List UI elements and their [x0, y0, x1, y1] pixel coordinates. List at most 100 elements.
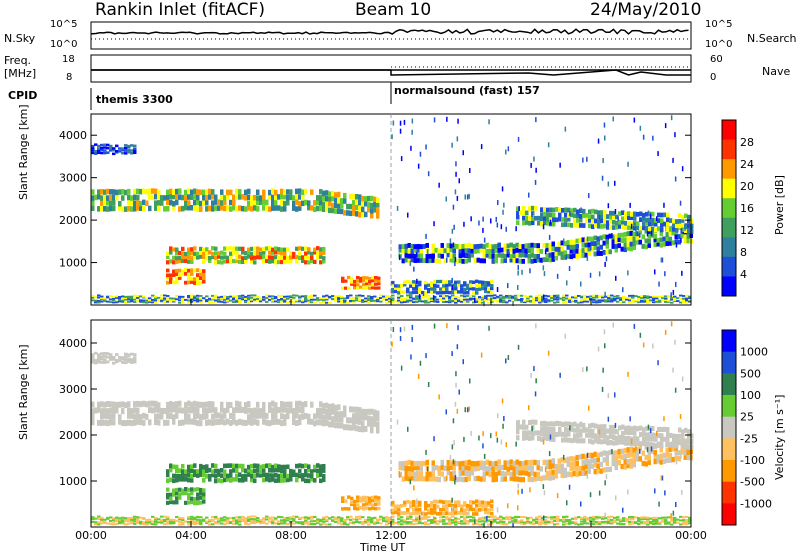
power-cell — [511, 298, 515, 301]
velocity-cell — [331, 403, 335, 410]
velocity-cell — [430, 507, 434, 512]
power-cell — [615, 275, 617, 281]
velocity-cell — [569, 472, 573, 478]
power-cell — [629, 241, 633, 247]
velocity-cell — [598, 429, 601, 435]
velocity-cell — [325, 413, 329, 420]
velocity-cell — [97, 523, 101, 526]
power-cell — [672, 222, 676, 228]
velocity-cell — [481, 500, 485, 505]
velocity-cell — [487, 503, 491, 508]
velocity-cell — [485, 459, 489, 465]
power-cell — [343, 198, 347, 204]
power-cell — [575, 248, 579, 254]
power-cell — [193, 254, 197, 259]
power-cell — [399, 120, 402, 126]
time-xlabel: Time UT — [360, 541, 406, 554]
power-cell — [413, 258, 417, 263]
power-cell — [211, 189, 215, 195]
velocity-cell — [651, 432, 655, 438]
power-cell — [578, 248, 582, 254]
velocity-cell — [268, 517, 272, 520]
power-cell — [566, 253, 570, 259]
velocity-cell — [655, 518, 659, 521]
power-cell — [454, 257, 457, 263]
power-cell — [621, 216, 625, 222]
power-cell — [431, 253, 435, 259]
velocity-cell — [569, 456, 573, 462]
power-cell — [124, 146, 128, 150]
velocity-cell — [490, 499, 494, 504]
power-cell — [340, 301, 344, 304]
power-cell — [463, 300, 467, 303]
velocity-cell — [482, 461, 486, 467]
power-cell — [632, 231, 636, 237]
velocity-cell — [355, 520, 359, 523]
power-cell — [491, 244, 495, 250]
velocity-cell — [682, 523, 686, 526]
velocity-cell — [220, 401, 224, 408]
power-cell — [250, 246, 254, 251]
power-cell — [274, 297, 278, 300]
power-cell — [343, 192, 347, 199]
velocity-cell — [636, 426, 640, 432]
power-cell — [493, 299, 497, 301]
power-cell — [610, 294, 614, 297]
power-cell — [496, 222, 499, 228]
power-cell — [229, 251, 233, 256]
power-cell — [271, 259, 275, 264]
velocity-cell — [340, 523, 344, 526]
velocity-cell — [295, 400, 299, 407]
power-cell — [295, 206, 299, 212]
power-cell — [130, 298, 134, 301]
velocity-cell — [617, 448, 621, 455]
power-cell — [337, 295, 341, 298]
power-cell — [546, 221, 550, 226]
velocity-cell — [367, 516, 371, 519]
velocity-cell — [614, 455, 618, 461]
power-cell — [656, 237, 660, 243]
velocity-cell — [196, 518, 200, 521]
velocity-cell — [368, 500, 372, 504]
velocity-cell — [436, 520, 440, 523]
velocity-cell — [193, 400, 197, 407]
power-cell — [214, 300, 218, 303]
velocity-cell — [536, 475, 540, 481]
velocity-cell — [397, 504, 401, 509]
velocity-cell — [364, 408, 368, 415]
velocity-cell — [639, 425, 643, 431]
velocity-cell — [406, 522, 410, 525]
velocity-cell — [253, 407, 257, 414]
power-cell — [226, 297, 230, 300]
velocity-cell — [341, 507, 345, 511]
velocity-cell — [661, 520, 665, 523]
velocity-cell — [549, 426, 553, 432]
power-cell — [325, 298, 329, 301]
power-cell — [175, 259, 179, 264]
velocity-cell — [361, 516, 365, 519]
power-cell — [271, 255, 275, 260]
velocity-cell — [637, 520, 641, 523]
velocity-cell — [112, 517, 116, 520]
velocity-cell — [385, 518, 389, 521]
velocity-cell — [103, 419, 107, 426]
velocity-cell — [644, 454, 648, 461]
power-cell — [295, 259, 299, 264]
power-cell — [250, 300, 254, 303]
power-cell — [583, 298, 587, 301]
power-cell — [298, 194, 302, 200]
power-cell — [577, 211, 579, 217]
velocity-cell — [521, 488, 523, 494]
velocity-cell — [223, 520, 227, 523]
velocity-cell — [410, 460, 414, 467]
velocity-cell — [403, 511, 407, 515]
power-cell — [181, 297, 185, 300]
power-cell — [190, 256, 194, 261]
power-cell — [196, 281, 200, 285]
power-cell — [349, 299, 353, 302]
velocity-cell — [175, 491, 179, 496]
velocity-cell — [555, 420, 559, 426]
velocity-cell — [427, 519, 431, 522]
power-cell — [394, 289, 398, 294]
velocity-cell — [361, 414, 365, 421]
